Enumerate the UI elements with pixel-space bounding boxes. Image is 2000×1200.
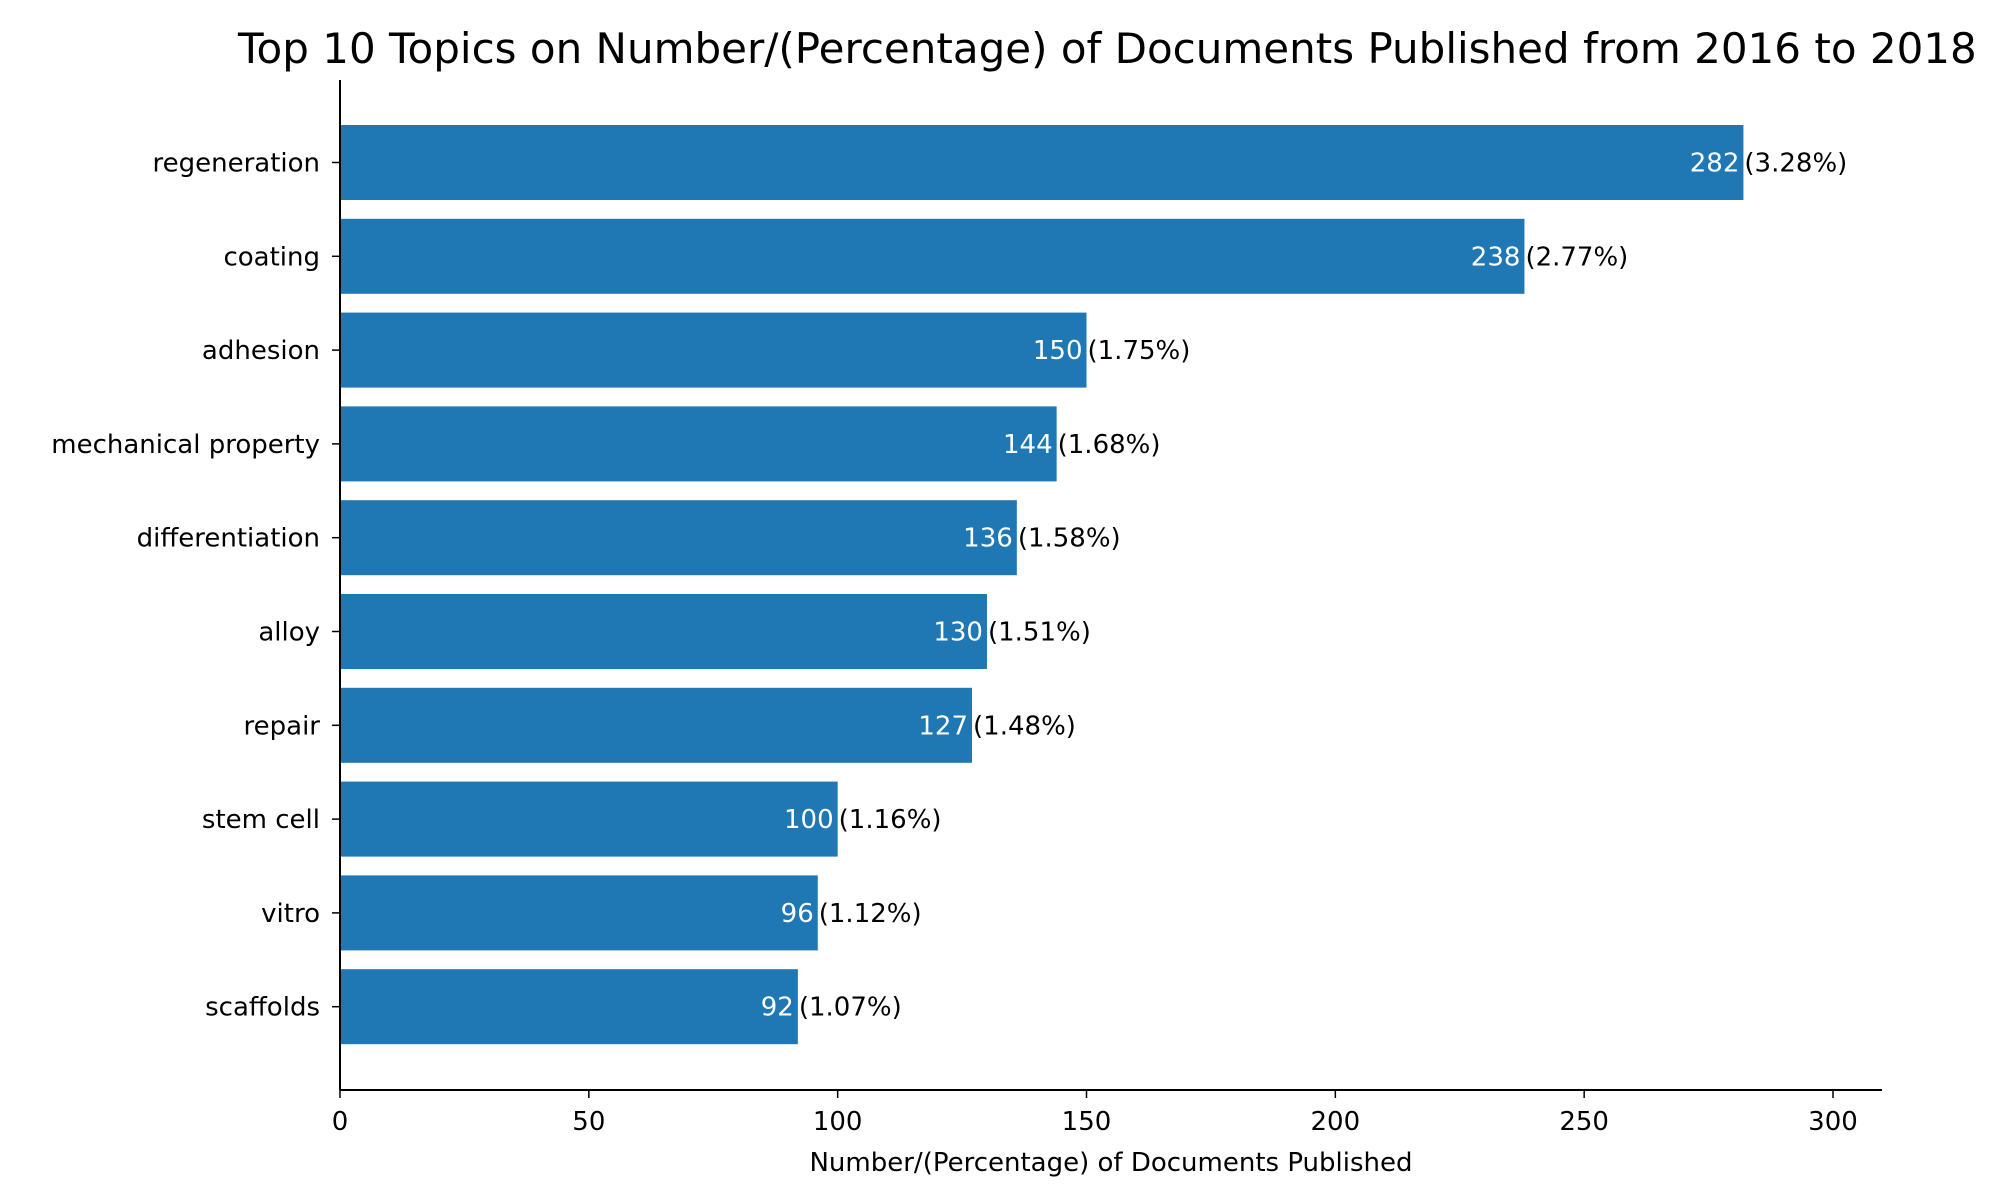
bar-6	[340, 687, 973, 763]
bar-2	[340, 312, 1087, 388]
x-axis-title: Number/(Percentage) of Documents Publish…	[809, 1148, 1412, 1178]
y-tick-label-7: stem cell	[202, 805, 320, 835]
y-tick-label-5: alloy	[258, 618, 320, 648]
y-tick-label-0: regeneration	[152, 149, 320, 179]
x-tick-label-6: 300	[1808, 1107, 1858, 1137]
value-label-0: 282	[1690, 149, 1740, 179]
value-label-2: 150	[1033, 336, 1083, 366]
y-tick-label-8: vitro	[261, 899, 320, 929]
percent-label-7: (1.16%)	[839, 805, 942, 835]
value-label-8: 96	[781, 899, 814, 929]
value-label-7: 100	[784, 805, 834, 835]
percent-label-1: (2.77%)	[1525, 242, 1628, 272]
bar-3	[340, 406, 1057, 482]
bar-0	[340, 125, 1744, 200]
percent-label-9: (1.07%)	[799, 993, 902, 1023]
x-tick-label-4: 200	[1311, 1107, 1361, 1137]
y-tick-label-2: adhesion	[202, 336, 320, 366]
labels-layer: regeneration 282 (3.28%) coating 238 (2.77%) a…	[51, 149, 1858, 1138]
axes-layer	[332, 80, 1882, 1098]
value-label-5: 130	[933, 618, 983, 648]
chart-title: Top 10 Topics on Number/(Percentage) of …	[238, 24, 1977, 73]
percent-label-2: (1.75%)	[1088, 336, 1191, 366]
y-tick-label-4: differentiation	[137, 524, 320, 554]
value-label-9: 92	[761, 993, 794, 1023]
value-label-4: 136	[963, 524, 1013, 554]
x-tick-label-0: 0	[332, 1107, 349, 1137]
bar-7	[340, 781, 838, 857]
y-tick-label-3: mechanical property	[51, 430, 320, 460]
bar-9	[340, 969, 798, 1045]
value-label-1: 238	[1471, 242, 1521, 272]
x-tick-label-5: 250	[1559, 1107, 1609, 1137]
y-tick-label-1: coating	[223, 242, 320, 272]
x-tick-label-3: 150	[1062, 1107, 1112, 1137]
value-label-6: 127	[918, 711, 968, 741]
percent-label-3: (1.68%)	[1058, 430, 1161, 460]
value-label-3: 144	[1003, 430, 1053, 460]
percent-label-8: (1.12%)	[819, 899, 922, 929]
percent-label-0: (3.28%)	[1744, 149, 1847, 179]
x-tick-label-1: 50	[572, 1107, 605, 1137]
y-tick-label-6: repair	[244, 711, 321, 741]
bar-8	[340, 875, 818, 951]
bar-4	[340, 500, 1017, 576]
percent-label-5: (1.51%)	[988, 618, 1091, 648]
percent-label-4: (1.58%)	[1018, 524, 1121, 554]
bars-layer	[340, 125, 1744, 1045]
percent-label-6: (1.48%)	[973, 711, 1076, 741]
x-tick-label-2: 100	[813, 1107, 863, 1137]
bar-5	[340, 594, 987, 669]
bar-1	[340, 218, 1525, 294]
y-tick-label-9: scaffolds	[205, 993, 320, 1023]
